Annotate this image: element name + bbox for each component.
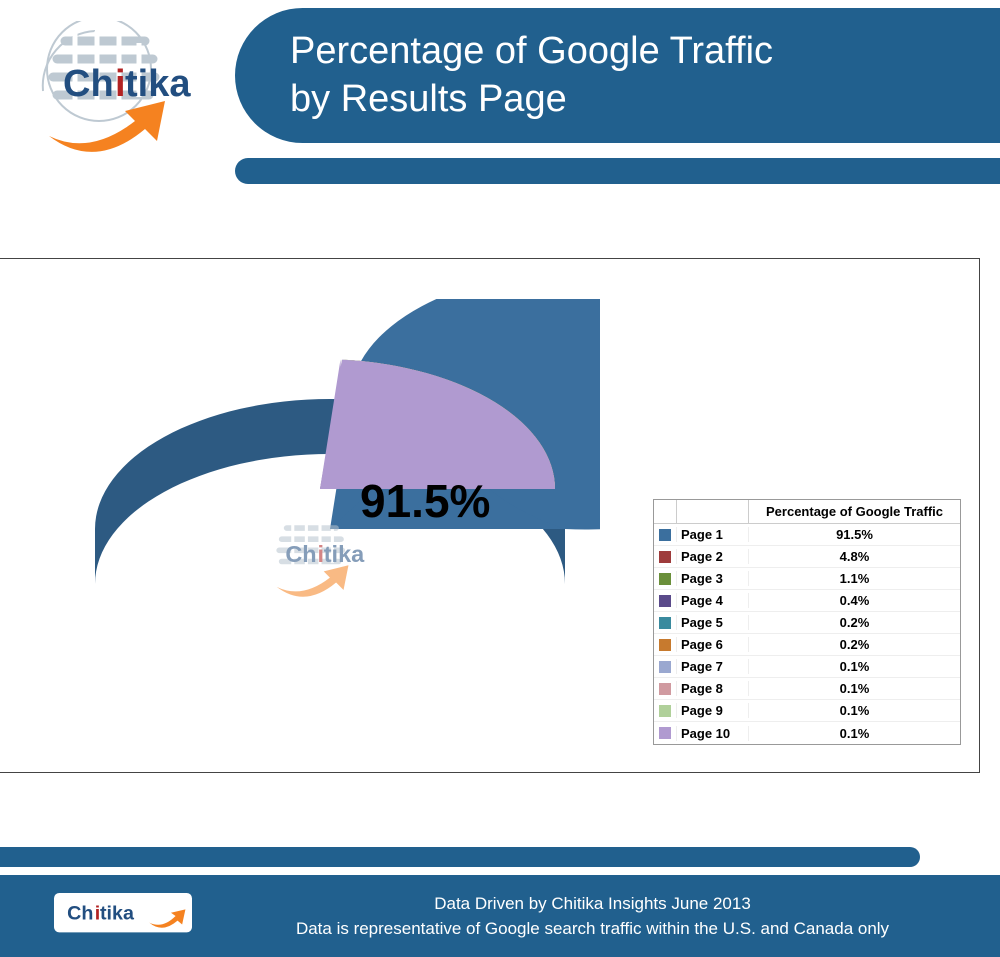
legend-table: Percentage of Google Traffic Page 191.5%… xyxy=(653,499,961,745)
legend-value: 0.2% xyxy=(748,637,960,652)
legend-value: 4.8% xyxy=(748,549,960,564)
legend-swatch xyxy=(659,573,671,585)
legend-row: Page 70.1% xyxy=(654,656,960,678)
legend-row: Page 80.1% xyxy=(654,678,960,700)
svg-text:tika: tika xyxy=(125,63,191,105)
legend-swatch xyxy=(659,661,671,673)
legend-header-name-col xyxy=(676,500,748,523)
legend-name: Page 7 xyxy=(676,659,748,674)
legend-row: Page 100.1% xyxy=(654,722,960,744)
pie-chart: Ch i tika 91.5% 4.8% xyxy=(80,299,600,719)
legend-header-value: Percentage of Google Traffic xyxy=(748,500,960,523)
legend-value: 0.1% xyxy=(748,703,960,718)
legend-name: Page 9 xyxy=(676,703,748,718)
legend-value: 0.1% xyxy=(748,681,960,696)
title-banner: Percentage of Google Traffic by Results … xyxy=(235,8,1000,143)
legend-row: Page 60.2% xyxy=(654,634,960,656)
legend-row: Page 40.4% xyxy=(654,590,960,612)
chart-watermark-logo: Ch i tika xyxy=(268,514,398,609)
legend-body: Page 191.5%Page 24.8%Page 31.1%Page 40.4… xyxy=(654,524,960,744)
chitika-logo-icon: Ch i tika xyxy=(35,21,245,161)
title-accent-bar xyxy=(235,158,1000,184)
pie-main-label: 91.5% xyxy=(360,474,490,528)
legend-swatch xyxy=(659,683,671,695)
legend-swatch xyxy=(659,595,671,607)
svg-text:Ch: Ch xyxy=(63,63,114,105)
legend-name: Page 5 xyxy=(676,615,748,630)
legend-swatch xyxy=(659,529,671,541)
svg-text:i: i xyxy=(318,541,325,567)
header-banner: Percentage of Google Traffic by Results … xyxy=(0,8,1000,168)
legend-value: 1.1% xyxy=(748,571,960,586)
footer-line-1: Data Driven by Chitika Insights June 201… xyxy=(434,894,751,913)
legend-name: Page 6 xyxy=(676,637,748,652)
chitika-footer-logo-icon: Ch i tika xyxy=(48,893,198,939)
legend-swatch xyxy=(659,617,671,629)
legend-header-swatch-col xyxy=(654,500,676,523)
legend-row: Page 191.5% xyxy=(654,524,960,546)
pie-second-label: 4.8% xyxy=(308,324,363,352)
legend-value: 0.1% xyxy=(748,659,960,674)
footer-banner: Ch i tika Data Driven by Chitika Insight… xyxy=(0,875,1000,957)
legend-row: Page 31.1% xyxy=(654,568,960,590)
legend-swatch xyxy=(659,705,671,717)
svg-text:tika: tika xyxy=(100,902,135,924)
page-title: Percentage of Google Traffic by Results … xyxy=(290,28,773,123)
footer-accent-bar xyxy=(0,847,920,867)
legend-value: 0.4% xyxy=(748,593,960,608)
svg-text:tika: tika xyxy=(324,541,365,567)
legend-swatch xyxy=(659,551,671,563)
legend-name: Page 4 xyxy=(676,593,748,608)
svg-text:Ch: Ch xyxy=(285,541,316,567)
chart-container: Ch i tika 91.5% 4.8% Percentage of Googl… xyxy=(0,258,980,773)
footer: Ch i tika Data Driven by Chitika Insight… xyxy=(0,847,1000,957)
brand-logo: Ch i tika xyxy=(30,16,250,166)
footer-line-2: Data is representative of Google search … xyxy=(296,919,889,938)
legend-name: Page 3 xyxy=(676,571,748,586)
legend-name: Page 8 xyxy=(676,681,748,696)
legend-value: 91.5% xyxy=(748,527,960,542)
legend-row: Page 90.1% xyxy=(654,700,960,722)
legend-name: Page 2 xyxy=(676,549,748,564)
svg-text:i: i xyxy=(115,63,126,105)
legend-value: 0.1% xyxy=(748,726,960,741)
title-line-1: Percentage of Google Traffic xyxy=(290,30,773,72)
title-line-2: by Results Page xyxy=(290,78,567,120)
legend-swatch xyxy=(659,727,671,739)
svg-text:Ch: Ch xyxy=(67,902,93,924)
footer-text: Data Driven by Chitika Insights June 201… xyxy=(245,891,1000,942)
legend-name: Page 1 xyxy=(676,527,748,542)
legend-value: 0.2% xyxy=(748,615,960,630)
footer-logo: Ch i tika xyxy=(0,893,245,939)
legend-swatch xyxy=(659,639,671,651)
legend-name: Page 10 xyxy=(676,726,748,741)
pie-svg xyxy=(80,299,600,719)
legend-row: Page 24.8% xyxy=(654,546,960,568)
legend-header-row: Percentage of Google Traffic xyxy=(654,500,960,524)
legend-row: Page 50.2% xyxy=(654,612,960,634)
